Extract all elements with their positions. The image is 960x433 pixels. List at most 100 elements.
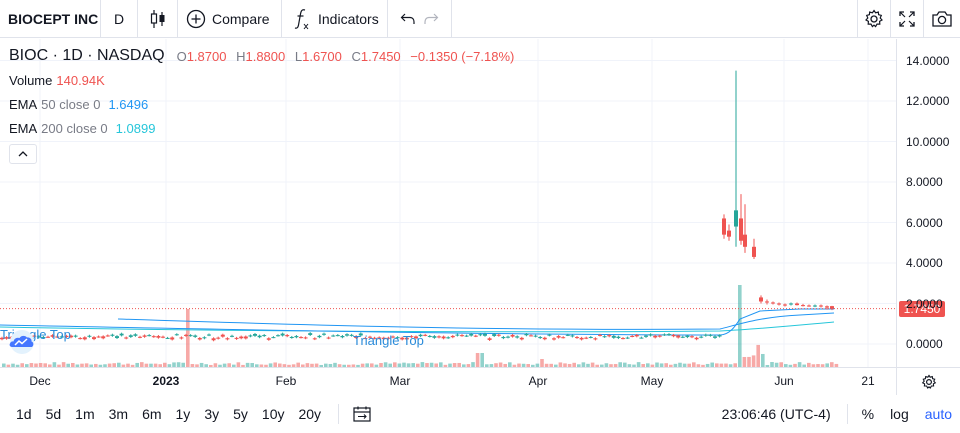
volume-bar (301, 364, 305, 367)
candle-body (446, 337, 451, 339)
volume-bar (586, 363, 590, 367)
candle-body (437, 336, 441, 338)
volume-bar (296, 362, 300, 367)
go-to-date-button[interactable] (349, 406, 375, 422)
volume-bar (517, 363, 521, 367)
volume-bar (314, 363, 319, 367)
range-button-3m[interactable]: 3m (108, 406, 129, 422)
candle-body (561, 337, 566, 339)
range-button-6m[interactable]: 6m (142, 406, 162, 422)
candle-body (685, 335, 690, 338)
candle-body (170, 337, 175, 340)
candle-body (165, 337, 170, 339)
interval-button[interactable]: D (101, 0, 138, 38)
volume-bar (770, 362, 774, 367)
candle-body (501, 336, 506, 339)
volume-bar (636, 362, 641, 367)
range-button-1m[interactable]: 1m (75, 406, 95, 422)
fullscreen-button[interactable] (890, 0, 923, 38)
volume-bar (604, 363, 609, 367)
range-button-10y[interactable]: 10y (261, 406, 285, 422)
volume-bar (273, 362, 277, 367)
volume-bar (190, 364, 195, 367)
ema-lines (0, 308, 835, 336)
auto-toggle[interactable]: auto (924, 406, 952, 422)
range-button-5y[interactable]: 5y (233, 406, 248, 422)
candle-body (262, 335, 267, 337)
candle-body (607, 335, 612, 337)
volume-bar (567, 363, 572, 367)
candle-body (510, 334, 515, 337)
symbol-search[interactable]: BIOCEPT INC (0, 0, 101, 38)
undo-icon[interactable] (400, 12, 416, 26)
axis-settings-button[interactable] (896, 367, 960, 395)
volume-bar (365, 363, 369, 367)
candle-body (404, 337, 409, 340)
candle-body (271, 337, 276, 339)
volume-bar (342, 364, 346, 367)
volume-bar (719, 363, 724, 367)
volume-bar (715, 363, 719, 367)
volume-bar (673, 363, 678, 367)
volume-bar (319, 364, 323, 367)
candle-body (469, 333, 474, 336)
volume-bar (613, 364, 618, 367)
price-tick-label: 0.0000 (906, 337, 943, 351)
chart-type-button[interactable] (138, 0, 178, 38)
volume-bar (489, 364, 494, 367)
range-button-3y[interactable]: 3y (204, 406, 220, 422)
pattern-label-mid[interactable]: Triangle Top (353, 333, 424, 348)
candle-body (579, 337, 584, 340)
volume-bar (485, 364, 489, 367)
volume-bar (107, 363, 112, 367)
ema200-params: 200 close 0 (41, 120, 108, 136)
volume-bar (172, 362, 176, 367)
candle-body (542, 337, 547, 340)
main-series-legend[interactable]: BIOC · 1D · NASDAQ O1.8700 H1.8800 L1.67… (9, 44, 520, 68)
ema200-legend[interactable]: EMA 200 close 0 1.0899 (9, 116, 520, 140)
candle-body (593, 338, 598, 340)
ema50-legend[interactable]: EMA 50 close 0 1.6496 (9, 92, 520, 116)
range-button-1y[interactable]: 1y (175, 406, 191, 422)
candle-body (496, 334, 501, 336)
percent-toggle[interactable]: % (861, 406, 875, 422)
volume-bar (425, 363, 429, 367)
range-button-20y[interactable]: 20y (298, 406, 322, 422)
time-tick-label: Dec (29, 374, 51, 388)
candle-body (473, 335, 478, 337)
volume-bar (347, 364, 351, 367)
timezone-clock[interactable]: 23:06:46 (UTC-4) (721, 406, 831, 422)
settings-button[interactable] (857, 0, 890, 38)
price-tick-label: 6.0000 (906, 215, 943, 230)
candle-body (105, 335, 110, 337)
price-axis[interactable]: 1.7450 14.0000 12.0000 10.0000 8.0000 6.0000… (896, 39, 960, 367)
candle-body (795, 303, 799, 306)
candle-body (248, 335, 253, 337)
tradingview-logo[interactable] (6, 329, 38, 355)
candle-body (317, 335, 322, 338)
compare-button[interactable]: Compare (178, 0, 282, 38)
candle-body (777, 303, 781, 305)
volume-bar (581, 362, 586, 367)
range-button-1d[interactable]: 1d (16, 406, 32, 422)
chart-pane[interactable] (0, 39, 896, 367)
volume-bar (738, 285, 742, 367)
indicators-button[interactable]: Indicators (282, 0, 388, 38)
price-tick-label: 8.0000 (906, 175, 943, 189)
volume-bar (227, 363, 231, 367)
volume-bars (2, 285, 839, 367)
volume-legend[interactable]: Volume 140.94K (9, 68, 520, 92)
volume-bar (222, 363, 227, 367)
volume-bar (278, 363, 282, 367)
candle-body (717, 335, 722, 337)
time-tick-label: Jun (774, 374, 794, 388)
log-toggle[interactable]: log (890, 406, 909, 422)
range-button-5d[interactable]: 5d (45, 406, 62, 422)
snapshot-button[interactable] (923, 0, 960, 38)
redo-icon[interactable] (423, 12, 439, 26)
time-axis[interactable]: Dec 2023 Feb Mar Apr May Jun 21 (0, 367, 896, 395)
candle-body (119, 333, 124, 336)
price-tick-label: 12.0000 (906, 94, 950, 108)
candle-body (335, 335, 340, 337)
legend-collapse-button[interactable] (9, 144, 37, 164)
